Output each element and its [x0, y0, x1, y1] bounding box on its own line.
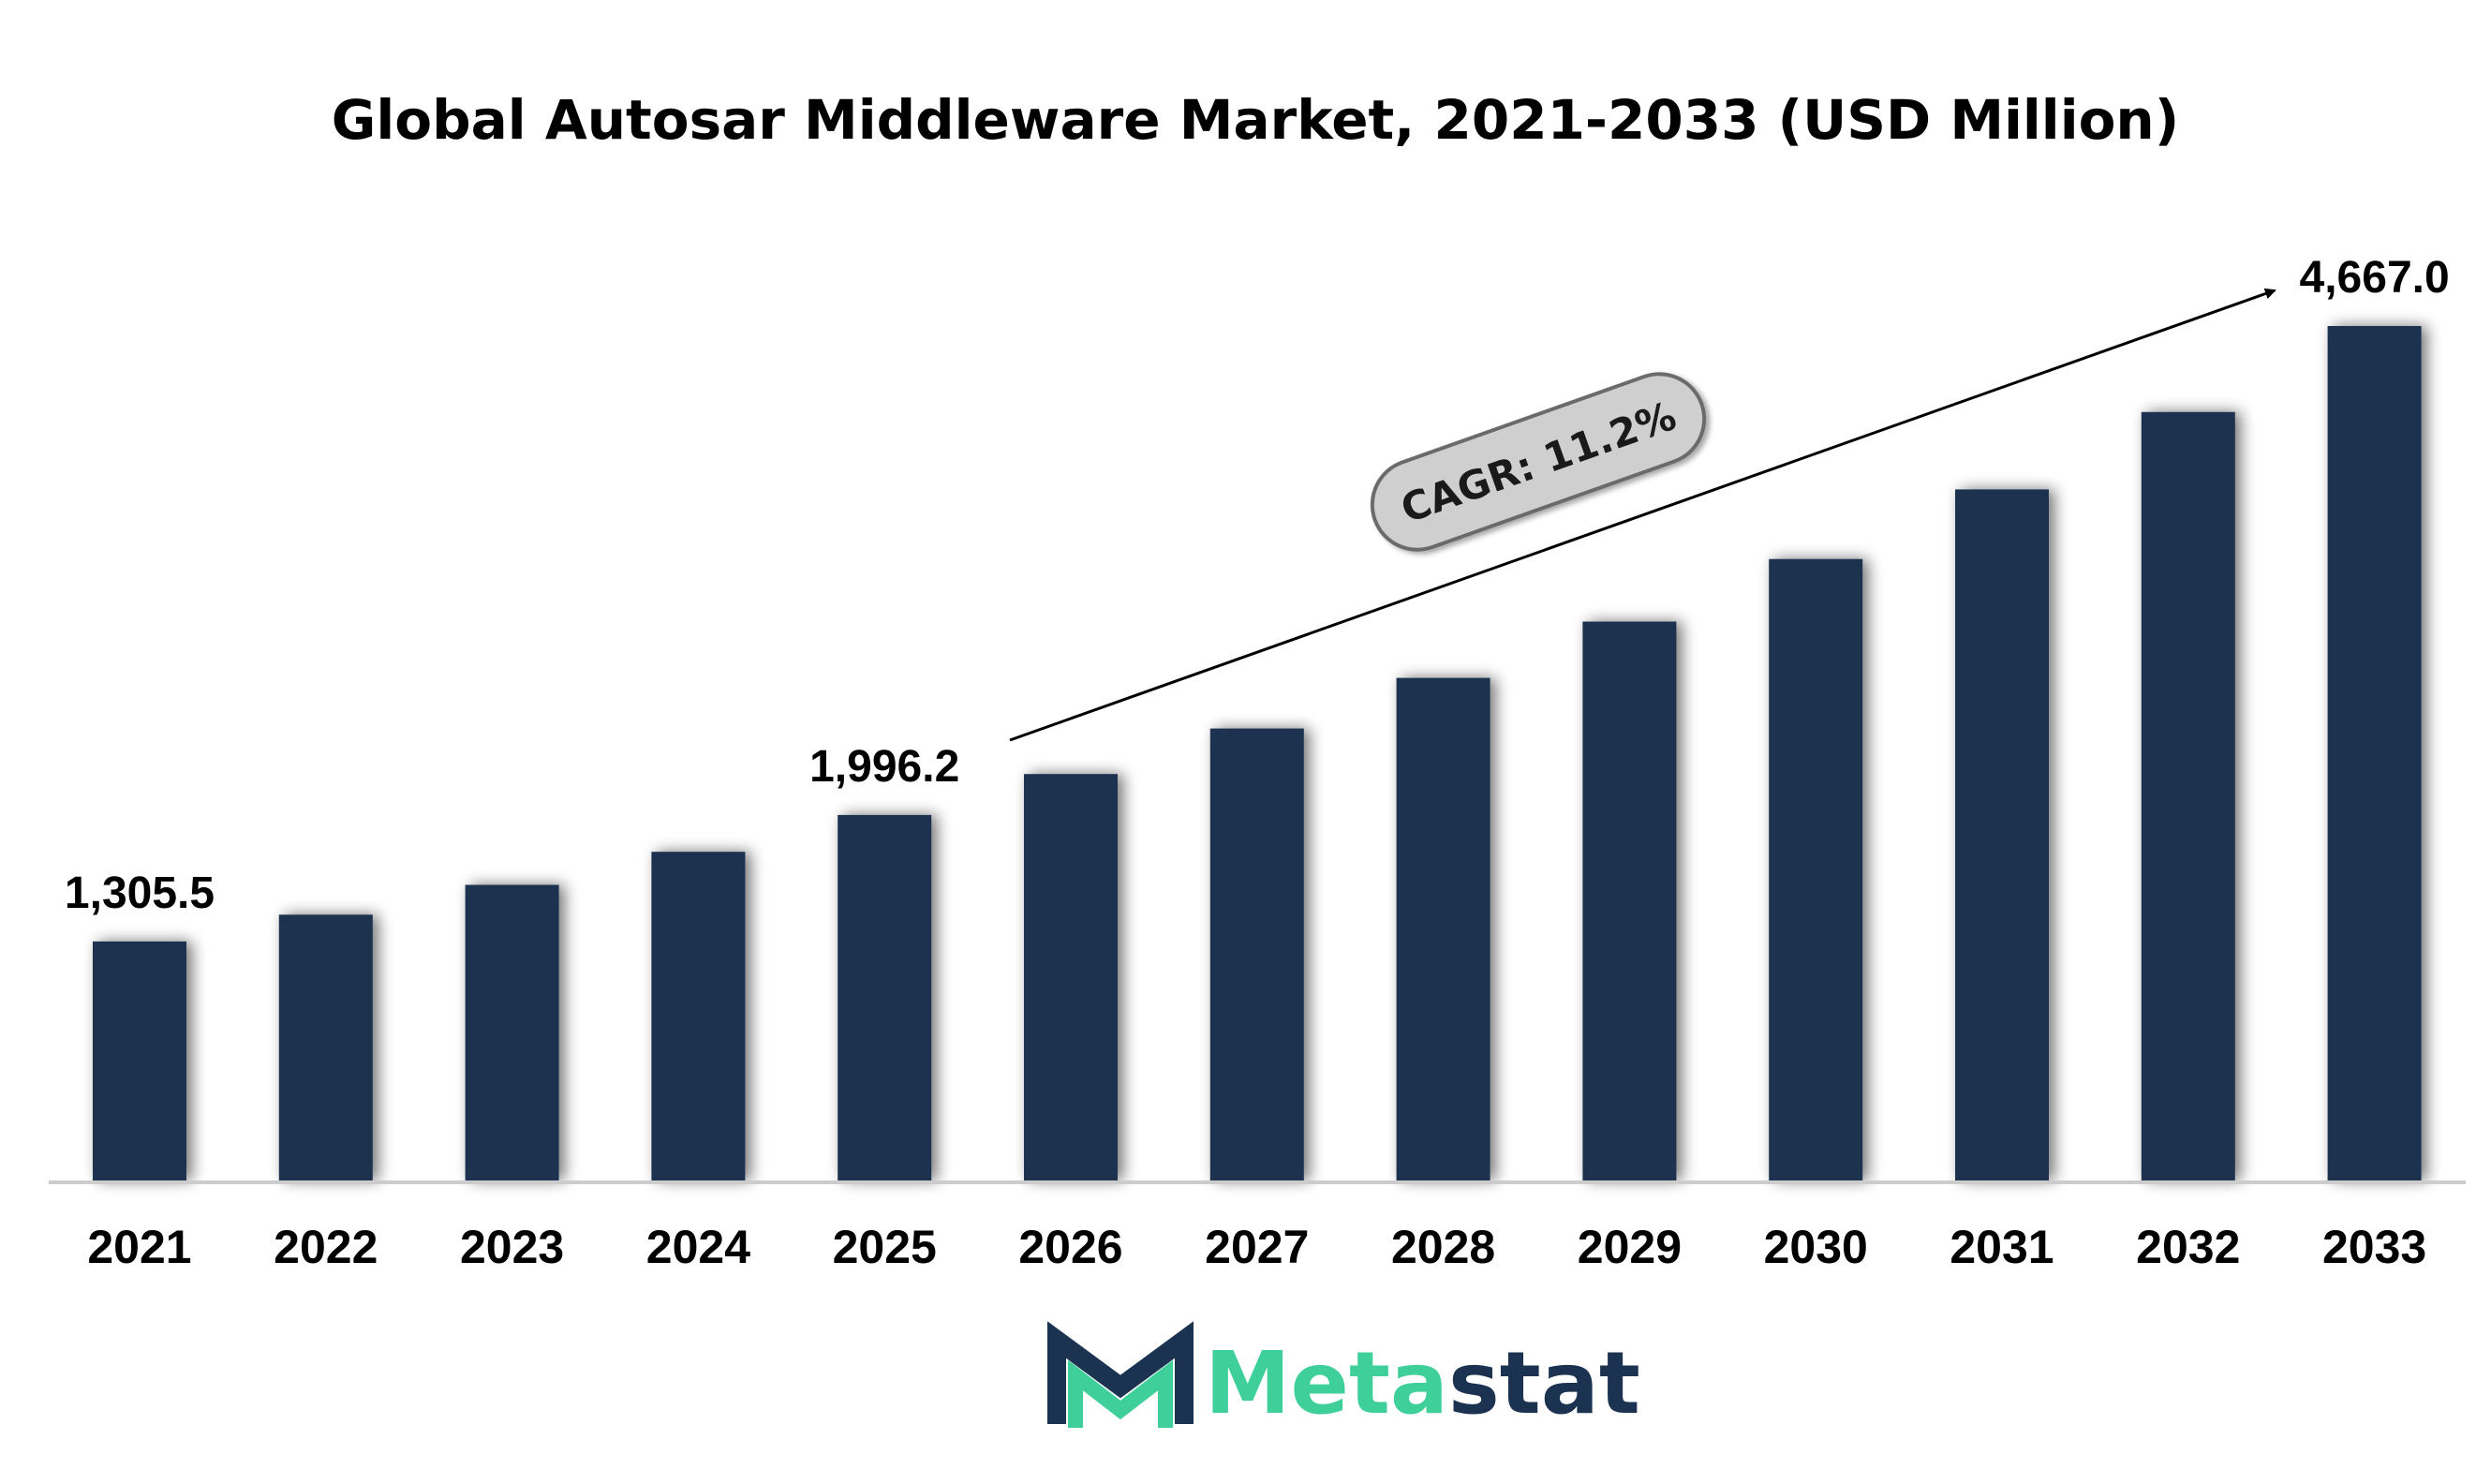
cagr-badge-box — [1370, 372, 1707, 552]
bar-2026 — [1024, 774, 1118, 1180]
x-tick-2033: 2033 — [2322, 1221, 2426, 1273]
metastat-wordmark: Metastat — [1205, 1333, 1640, 1433]
bar-2025 — [838, 814, 932, 1180]
x-tick-2026: 2026 — [1018, 1221, 1122, 1273]
cagr-arrow — [1009, 288, 2276, 742]
bar-2029 — [1582, 621, 1677, 1180]
chart-title: Global Autosar Middleware Market, 2021-2… — [332, 88, 2179, 152]
bar-2031 — [1955, 489, 2049, 1180]
x-tick-2021: 2021 — [87, 1221, 191, 1273]
x-tick-2031: 2031 — [1950, 1221, 2054, 1273]
x-tick-2028: 2028 — [1391, 1221, 1495, 1273]
bar-2028 — [1396, 677, 1490, 1180]
bar-2022 — [278, 914, 373, 1180]
bar-2027 — [1209, 728, 1304, 1180]
brand-name-part2: stat — [1448, 1333, 1640, 1433]
bar-2032 — [2141, 411, 2235, 1180]
bar-2030 — [1769, 558, 1863, 1180]
bars — [93, 326, 2422, 1180]
data-label-2025: 1,996.2 — [809, 742, 959, 792]
data-label-2033: 4,667.0 — [2300, 253, 2450, 303]
bar-2024 — [651, 852, 746, 1180]
x-tick-2029: 2029 — [1578, 1221, 1682, 1273]
x-tick-labels: 2021 2022 2023 2024 2025 2026 2027 2028 2029 2030… — [87, 1221, 2426, 1273]
x-tick-2023: 2023 — [460, 1221, 564, 1273]
brand-name-part1: Meta — [1205, 1333, 1448, 1433]
metastat-logo: Metastat — [1047, 1321, 1640, 1433]
cagr-badge: CAGR: 11.2% — [1370, 372, 1707, 552]
metastat-m-icon — [1047, 1321, 1194, 1428]
bar-2033 — [2327, 326, 2422, 1180]
data-label-2021: 1,305.5 — [65, 868, 215, 918]
bar-2023 — [465, 884, 559, 1180]
x-tick-2022: 2022 — [274, 1221, 378, 1273]
data-labels: 1,305.5 1,996.2 4,667.0 — [65, 253, 2450, 918]
x-tick-2027: 2027 — [1205, 1221, 1309, 1273]
bar-2021 — [93, 941, 186, 1180]
x-tick-2025: 2025 — [833, 1221, 937, 1273]
x-tick-2024: 2024 — [646, 1221, 750, 1273]
x-tick-2030: 2030 — [1764, 1221, 1868, 1273]
x-tick-2032: 2032 — [2136, 1221, 2240, 1273]
